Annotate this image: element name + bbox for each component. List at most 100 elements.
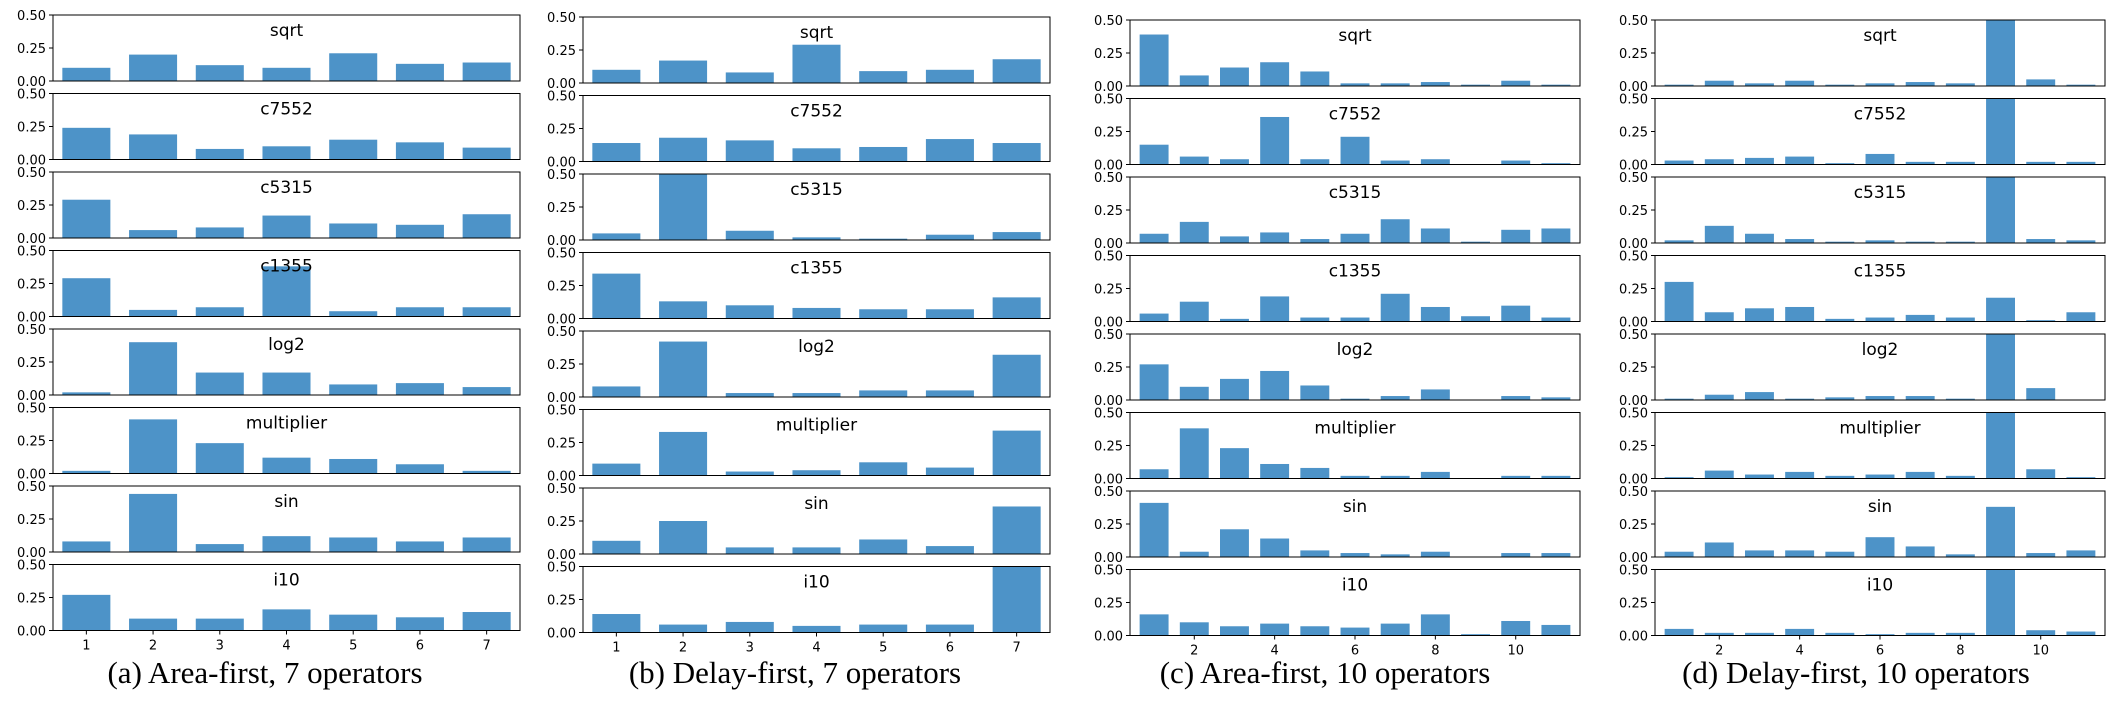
y-tick-label: 0.25 <box>17 121 46 136</box>
y-tick-label: 0.00 <box>1094 473 1123 488</box>
bar-i10-5 <box>1300 626 1330 636</box>
bar-i10-2 <box>129 618 178 631</box>
bar-sin-1 <box>1139 502 1169 557</box>
bar-c7552-4 <box>1260 116 1290 165</box>
y-tick-label: 0.50 <box>547 168 576 183</box>
y-tick-label: 0.00 <box>1094 159 1123 174</box>
subplot-title: c5315 <box>260 178 313 198</box>
bar-c1355-5 <box>1825 318 1855 322</box>
y-tick-label: 0.50 <box>1619 93 1648 108</box>
bar-c7552-8 <box>1420 159 1450 165</box>
bar-i10-7 <box>992 566 1041 633</box>
bar-i10-2 <box>659 624 708 633</box>
y-tick-label: 0.00 <box>1619 473 1648 488</box>
bar-sqrt-8 <box>1420 82 1450 86</box>
bar-multiplier-5 <box>1825 475 1855 479</box>
bar-sqrt-5 <box>1825 84 1855 86</box>
bar-sqrt-2 <box>659 60 708 83</box>
bar-c7552-8 <box>1945 161 1975 165</box>
bar-sin-1 <box>62 541 111 552</box>
y-tick-label: 0.00 <box>547 548 576 563</box>
bar-c7552-6 <box>925 139 974 162</box>
y-tick-label: 0.50 <box>17 559 46 574</box>
bar-multiplier-2 <box>129 419 178 474</box>
y-tick-label: 0.50 <box>547 404 576 419</box>
bar-c7552-7 <box>992 143 1041 162</box>
bar-sqrt-5 <box>859 71 908 83</box>
bar-multiplier-1 <box>592 463 641 476</box>
y-tick-label: 0.50 <box>1619 171 1648 186</box>
bar-multiplier-5 <box>329 458 378 474</box>
x-tick-label: 2 <box>1715 644 1723 659</box>
subplot-title: sin <box>274 492 298 512</box>
bar-log2-7 <box>1380 396 1410 400</box>
bar-c7552-10 <box>2026 161 2056 165</box>
bar-c7552-10 <box>1501 160 1531 165</box>
bar-c7552-7 <box>462 147 511 160</box>
bar-sin-8 <box>1420 551 1450 557</box>
y-tick-label: 0.00 <box>17 154 46 169</box>
bar-c1355-3 <box>1220 318 1249 322</box>
bar-c5315-8 <box>1945 241 1975 243</box>
bar-c1355-2 <box>659 301 708 319</box>
bar-c7552-5 <box>1825 163 1855 165</box>
bar-i10-5 <box>1825 632 1855 636</box>
bar-c5315-5 <box>1300 239 1330 243</box>
y-tick-label: 0.25 <box>1619 126 1648 141</box>
bar-c5315-2 <box>659 174 708 240</box>
bar-log2-1 <box>1139 364 1169 400</box>
bar-log2-5 <box>1300 385 1330 400</box>
y-tick-label: 0.25 <box>1619 597 1648 612</box>
bar-sqrt-9 <box>1986 20 2015 86</box>
subplot-title: sin <box>804 494 828 514</box>
bar-sin-4 <box>1785 550 1815 557</box>
bar-log2-11 <box>1541 397 1571 400</box>
bar-sin-5 <box>1300 550 1330 557</box>
bar-sin-7 <box>992 506 1041 554</box>
bar-log2-7 <box>1905 396 1935 400</box>
bar-sqrt-1 <box>592 69 641 83</box>
bar-multiplier-3 <box>195 443 244 474</box>
bar-sin-7 <box>462 537 511 552</box>
subplot-sqrt: 0.00 0.25 0.50 sqrt <box>1094 14 1581 95</box>
bar-c5315-8 <box>1420 228 1450 243</box>
bar-i10-6 <box>395 617 444 631</box>
y-tick-label: 0.25 <box>1619 47 1648 62</box>
y-tick-label: 0.25 <box>1094 518 1123 533</box>
y-tick-label: 0.25 <box>17 278 46 293</box>
bar-c7552-11 <box>2066 161 2096 165</box>
subplot-title: c1355 <box>1329 262 1382 282</box>
bar-log2-4 <box>1260 370 1290 400</box>
chart-column-3: 0.00 0.25 0.50 sqrt 0.00 0.25 0.50 c7552 0.00 0.2… <box>1094 14 1581 659</box>
subplot-c1355: 0.00 0.25 0.50 c1355 <box>1094 250 1581 331</box>
bar-c1355-2 <box>129 309 178 317</box>
y-tick-label: 0.00 <box>547 156 576 171</box>
bar-log2-6 <box>395 383 444 395</box>
bar-i10-4 <box>792 625 841 633</box>
bar-sin-3 <box>1220 529 1249 557</box>
bar-i10-6 <box>925 624 974 633</box>
bar-c5315-7 <box>1905 241 1935 243</box>
bar-sqrt-2 <box>1179 75 1209 86</box>
bar-sqrt-7 <box>992 59 1041 83</box>
bar-c5315-2 <box>1179 221 1209 243</box>
subplot-c5315: 0.00 0.25 0.50 c5315 <box>1619 171 2106 252</box>
y-tick-label: 0.25 <box>547 44 576 59</box>
y-tick-label: 0.25 <box>547 515 576 530</box>
y-tick-label: 0.25 <box>1619 283 1648 298</box>
bar-sin-11 <box>2066 550 2096 557</box>
y-tick-label: 0.25 <box>1094 204 1123 219</box>
x-tick-label: 2 <box>149 639 157 654</box>
bar-sqrt-1 <box>62 67 111 81</box>
bar-c7552-4 <box>1785 156 1815 165</box>
bar-c1355-10 <box>1501 305 1531 322</box>
y-tick-label: 0.25 <box>1619 518 1648 533</box>
bar-c5315-10 <box>2026 239 2056 243</box>
y-tick-label: 0.50 <box>17 480 46 495</box>
subplot-sin: 0.00 0.25 0.50 sin <box>1094 485 1581 566</box>
bar-i10-8 <box>1945 632 1975 636</box>
y-tick-label: 0.00 <box>17 625 46 640</box>
bar-c5315-7 <box>1380 219 1410 243</box>
bar-multiplier-3 <box>725 471 774 476</box>
x-tick-label: 7 <box>1013 641 1021 656</box>
